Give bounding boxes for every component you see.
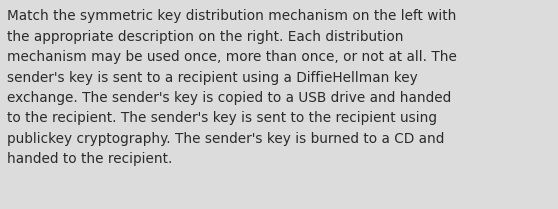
Text: Match the symmetric key distribution mechanism on the left with
the appropriate : Match the symmetric key distribution mec… <box>7 9 457 166</box>
